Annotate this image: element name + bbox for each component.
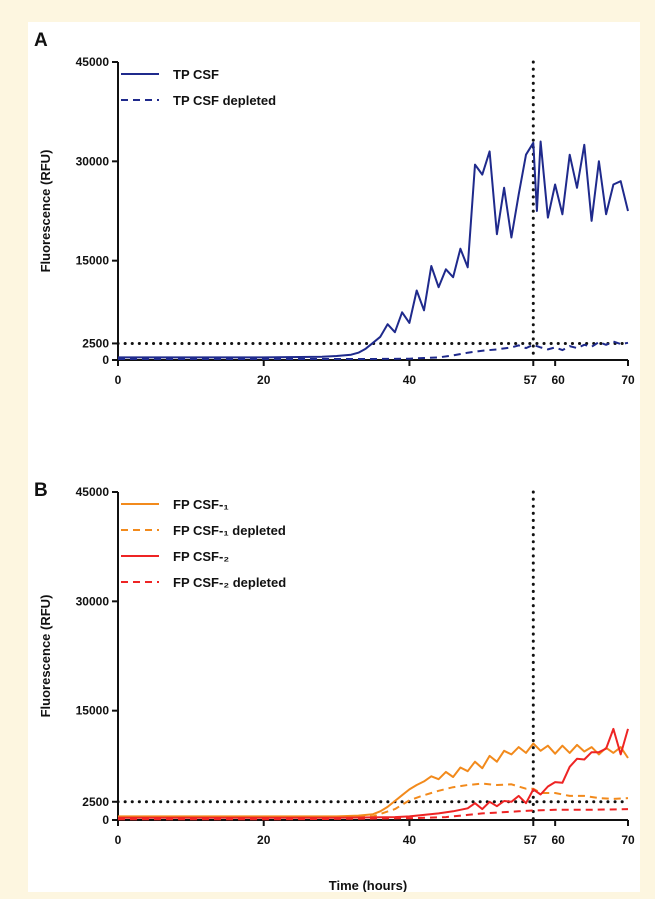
figure-svg: A 0 2500 15000 30000 45000 0 20 40 57 60 70 Fluoresc…: [34, 30, 635, 893]
legend-label: FP CSF-₁ depleted: [173, 523, 286, 538]
panel-letter: A: [34, 30, 48, 51]
x-tick-label: 57: [524, 373, 538, 387]
y-tick-label: 0: [102, 813, 109, 827]
y-tick-label: 30000: [76, 594, 110, 608]
chart-panel-a: A 0 2500 15000 30000 45000 0 20 40 57 60 70 Fluoresc…: [34, 30, 635, 387]
y-tick-label: 0: [102, 353, 109, 367]
legend-label: TP CSF depleted: [173, 93, 276, 108]
y-axis-title: Fluorescence (RFU): [38, 595, 53, 718]
x-tick-label: 40: [403, 833, 417, 847]
series-line-1: [118, 140, 629, 359]
series-line-3: [118, 727, 629, 819]
panel-letter: B: [34, 480, 48, 501]
series-line-4: [118, 808, 629, 821]
legend-label: FP CSF-₂: [173, 549, 229, 564]
series-line-2: [118, 340, 629, 360]
x-tick-label: 60: [551, 373, 565, 387]
x-tick-label: 20: [257, 373, 271, 387]
y-tick-label: 2500: [82, 336, 109, 350]
series-line-1: [118, 742, 629, 818]
y-tick-label: 2500: [82, 795, 109, 809]
x-tick-label: 57: [524, 833, 538, 847]
x-tick-label: 70: [621, 373, 635, 387]
x-tick-label: 20: [257, 833, 271, 847]
x-axis-title: Time (hours): [329, 878, 408, 892]
y-tick-label: 30000: [76, 154, 110, 168]
x-tick-label: 60: [551, 833, 565, 847]
figure-frame: A 0 2500 15000 30000 45000 0 20 40 57 60 70 Fluoresc…: [28, 22, 640, 893]
y-tick-label: 15000: [76, 704, 110, 718]
y-axis-title: Fluorescence (RFU): [38, 150, 53, 273]
legend-label: FP CSF-₁: [173, 497, 229, 512]
legend-label: FP CSF-₂ depleted: [173, 575, 286, 590]
y-tick-label: 15000: [76, 254, 110, 268]
y-tick-label: 45000: [76, 55, 110, 69]
x-tick-label: 0: [115, 833, 122, 847]
legend-label: TP CSF: [173, 67, 219, 82]
x-tick-label: 0: [115, 373, 122, 387]
x-tick-label: 40: [403, 373, 417, 387]
x-tick-label: 70: [621, 833, 635, 847]
chart-panel-b: B 0 2500 15000 30000 45000 0 20 40 57 60 70 Fluoresc…: [34, 480, 635, 847]
y-tick-label: 45000: [76, 485, 110, 499]
